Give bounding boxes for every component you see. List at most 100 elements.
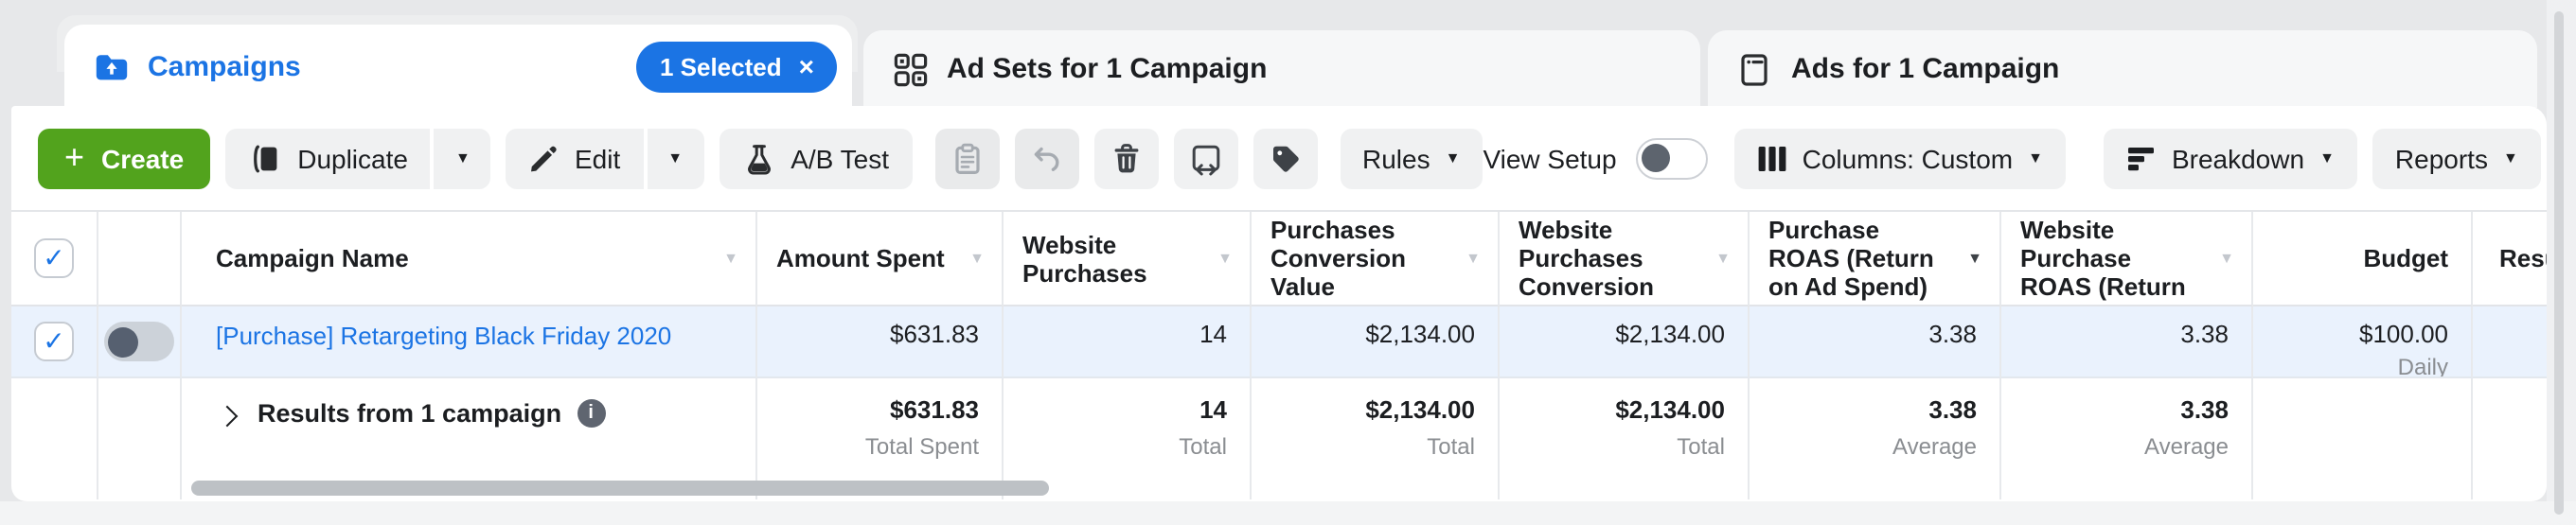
rules-button[interactable]: Rules ▼ bbox=[1340, 128, 1483, 188]
flask-icon bbox=[747, 144, 771, 174]
summary-label: Results from 1 campaign bbox=[258, 399, 562, 428]
horizontal-scrollbar[interactable] bbox=[11, 481, 2547, 498]
tab-ads[interactable]: Ads for 1 Campaign bbox=[1708, 30, 2537, 108]
selected-count-badge[interactable]: 1 Selected × bbox=[636, 41, 837, 92]
columns-button-label: Columns: Custom bbox=[1802, 143, 2014, 173]
ab-test-button[interactable]: A/B Test bbox=[719, 128, 912, 188]
undo-icon bbox=[1033, 146, 1058, 170]
breakdown-icon bbox=[2127, 147, 2154, 170]
campaign-active-toggle[interactable] bbox=[104, 322, 174, 361]
horizontal-scrollbar-thumb[interactable] bbox=[191, 481, 1049, 496]
duplicate-button[interactable]: Duplicate bbox=[225, 128, 431, 188]
chevron-down-icon: ▼ bbox=[2028, 149, 2043, 166]
row-purchases-conversion-value-cell: $2,134.00 bbox=[1252, 306, 1500, 378]
summary-row: Results from 1 campaign i $631.83 Total … bbox=[11, 378, 2547, 473]
row-purchase-roas-cell: 3.38 bbox=[1750, 306, 2001, 378]
row-website-purchases-cell: 14 bbox=[1004, 306, 1252, 378]
toggle-knob bbox=[1641, 143, 1670, 171]
export-button[interactable] bbox=[1173, 128, 1237, 188]
chevron-down-icon: ▼ bbox=[2502, 149, 2518, 166]
summary-budget-cell bbox=[2253, 378, 2473, 473]
select-all-checkbox[interactable]: ✓ bbox=[34, 238, 74, 278]
vertical-scrollbar-thumb[interactable] bbox=[2554, 11, 2564, 515]
tab-campaigns-label: Campaigns bbox=[148, 50, 301, 82]
summary-purchases-conversion-value-cell: $2,134.00 Total bbox=[1252, 378, 1500, 473]
row-status-cell bbox=[98, 306, 182, 378]
header-toggle-column bbox=[98, 212, 182, 306]
columns-icon bbox=[1758, 146, 1785, 170]
trash-icon bbox=[1113, 143, 1138, 172]
header-purchase-roas[interactable]: Purchase ROAS (Return on Ad Spend) ▼ bbox=[1750, 212, 2001, 306]
tab-ad-sets[interactable]: Ad Sets for 1 Campaign bbox=[863, 30, 1700, 108]
summary-website-purchase-roas-cell: 3.38 Average bbox=[2001, 378, 2253, 473]
breakdown-button[interactable]: Breakdown ▼ bbox=[2103, 128, 2357, 188]
header-campaign-name[interactable]: Campaign Name ▼ bbox=[182, 212, 757, 306]
row-website-purchases-conversion-cell: $2,134.00 bbox=[1500, 306, 1750, 378]
edit-split-button: Edit ▼ bbox=[506, 128, 704, 188]
check-icon: ✓ bbox=[43, 242, 65, 272]
row-name-cell: [Purchase] Retargeting Black Friday 2020 bbox=[182, 306, 757, 378]
summary-results-cell bbox=[2473, 378, 2547, 473]
sort-arrow-icon: ▼ bbox=[723, 249, 738, 266]
campaigns-folder-icon bbox=[96, 55, 128, 80]
sort-arrow-icon: ▼ bbox=[1967, 249, 1982, 266]
summary-amount-spent-cell: $631.83 Total Spent bbox=[757, 378, 1004, 473]
bottom-gutter bbox=[0, 501, 2576, 525]
edit-pencil-icon bbox=[531, 145, 558, 171]
header-select-all[interactable]: ✓ bbox=[11, 212, 98, 306]
sort-arrow-icon: ▼ bbox=[1466, 249, 1481, 266]
tab-ad-sets-label: Ad Sets for 1 Campaign bbox=[947, 53, 1268, 85]
campaigns-table: ✓ Campaign Name ▼ Amount Spent ▼ Website… bbox=[11, 210, 2547, 499]
summary-website-purchases-cell: 14 Total bbox=[1004, 378, 1252, 473]
header-website-purchase-roas[interactable]: Website Purchase ROAS (Return ▼ bbox=[2001, 212, 2253, 306]
tab-campaigns[interactable]: Campaigns 1 Selected × bbox=[64, 25, 852, 108]
summary-website-purchases-conversion-cell: $2,134.00 Total bbox=[1500, 378, 1750, 473]
row-website-purchase-roas-cell: 3.38 bbox=[2001, 306, 2253, 378]
clear-selection-icon[interactable]: × bbox=[798, 51, 814, 81]
reports-button[interactable]: Reports ▼ bbox=[2372, 128, 2541, 188]
campaign-name-link[interactable]: [Purchase] Retargeting Black Friday 2020 bbox=[216, 322, 672, 350]
row-checkbox[interactable]: ✓ bbox=[34, 322, 74, 361]
paste-button[interactable] bbox=[934, 128, 999, 188]
view-setup-toggle[interactable] bbox=[1635, 137, 1708, 179]
check-icon: ✓ bbox=[43, 325, 65, 356]
chevron-right-icon[interactable] bbox=[216, 405, 239, 428]
summary-purchase-roas-cell: 3.38 Average bbox=[1750, 378, 2001, 473]
toolbar-right-group: View Setup Columns: Custom ▼ bbox=[1483, 128, 2541, 188]
header-website-purchases-conversion[interactable]: Website Purchases Conversion ▼ bbox=[1500, 212, 1750, 306]
header-budget[interactable]: Budget bbox=[2253, 212, 2473, 306]
sort-arrow-icon: ▼ bbox=[969, 249, 985, 266]
reports-button-label: Reports bbox=[2394, 143, 2488, 173]
duplicate-dropdown-button[interactable]: ▼ bbox=[434, 128, 491, 188]
undo-button[interactable] bbox=[1014, 128, 1078, 188]
plus-icon: + bbox=[64, 138, 85, 176]
edit-button[interactable]: Edit bbox=[506, 128, 644, 188]
header-purchases-conversion-value[interactable]: Purchases Conversion Value ▼ bbox=[1252, 212, 1500, 306]
duplicate-icon bbox=[254, 144, 277, 172]
header-amount-spent[interactable]: Amount Spent ▼ bbox=[757, 212, 1004, 306]
export-icon bbox=[1191, 144, 1219, 175]
tab-ads-label: Ads for 1 Campaign bbox=[1791, 53, 2060, 85]
edit-dropdown-button[interactable]: ▼ bbox=[647, 128, 704, 188]
duplicate-button-label: Duplicate bbox=[297, 143, 408, 173]
create-button[interactable]: + Create bbox=[38, 128, 211, 188]
row-select-cell[interactable]: ✓ bbox=[11, 306, 98, 378]
chevron-down-icon: ▼ bbox=[667, 149, 684, 166]
header-website-purchases[interactable]: Website Purchases ▼ bbox=[1004, 212, 1252, 306]
table-header-row: ✓ Campaign Name ▼ Amount Spent ▼ Website… bbox=[11, 212, 2547, 306]
summary-select-cell bbox=[11, 378, 98, 473]
columns-button[interactable]: Columns: Custom ▼ bbox=[1733, 128, 2066, 188]
tag-button[interactable] bbox=[1252, 128, 1317, 188]
tag-icon bbox=[1272, 145, 1298, 171]
toolbar: + Create Duplicate ▼ bbox=[11, 106, 2547, 210]
info-icon[interactable]: i bbox=[577, 399, 606, 428]
summary-toggle-cell bbox=[98, 378, 182, 473]
header-results[interactable]: Results bbox=[2473, 212, 2547, 306]
selected-count-label: 1 Selected bbox=[659, 52, 782, 80]
edit-button-label: Edit bbox=[574, 143, 621, 173]
chevron-down-icon: ▼ bbox=[2319, 149, 2335, 166]
row-budget-cell: $100.00 Daily bbox=[2253, 306, 2473, 378]
duplicate-split-button: Duplicate ▼ bbox=[225, 128, 491, 188]
delete-button[interactable] bbox=[1093, 128, 1158, 188]
campaign-row: ✓ [Purchase] Retargeting Black Friday 20… bbox=[11, 306, 2547, 378]
